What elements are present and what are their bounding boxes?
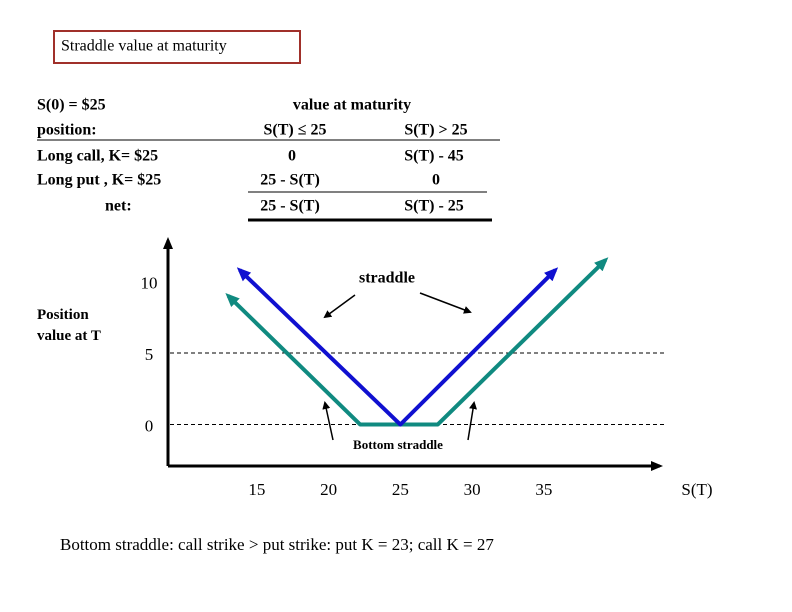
title-box	[53, 30, 301, 64]
x-tick-label: 25	[392, 480, 409, 499]
column-header: S(T) ≤ 25	[263, 122, 326, 139]
row-label: position:	[37, 122, 97, 139]
x-axis-label: S(T)	[681, 480, 712, 499]
x-tick-label: 35	[535, 480, 552, 499]
x-tick-label: 20	[320, 480, 337, 499]
x-tick-label: 30	[464, 480, 481, 499]
annotation-arrow	[419, 292, 472, 314]
footer-note: Bottom straddle: call strike > put strik…	[60, 535, 494, 554]
series-line	[236, 267, 559, 427]
y-tick-label: 0	[145, 416, 154, 435]
table-cell: 0	[432, 172, 440, 189]
table-cell: S(T) - 45	[404, 148, 464, 165]
table-header: value at maturity	[293, 97, 411, 114]
x-tick-label: 15	[248, 480, 265, 499]
row-label: S(0) = $25	[37, 97, 106, 114]
column-header: S(T) > 25	[404, 122, 467, 139]
table-cell: 25 - S(T)	[260, 172, 320, 189]
annotation-arrow	[323, 294, 356, 319]
row-label: Long put , K= $25	[37, 172, 161, 189]
table-cell: 0	[288, 148, 296, 165]
slide-title: Straddle value at maturity	[61, 38, 227, 55]
y-axis-label: Position value at T	[37, 307, 101, 344]
series-annotation: straddle	[359, 270, 415, 287]
y-tick-label: 5	[145, 345, 154, 364]
annotation-arrow	[467, 401, 477, 441]
series-line	[225, 257, 609, 427]
row-label: Long call, K= $25	[37, 148, 158, 165]
annotation-arrow	[322, 401, 334, 441]
series-annotation: Bottom straddle	[353, 437, 443, 452]
row-label: net:	[105, 198, 132, 215]
table-cell: 25 - S(T)	[260, 198, 320, 215]
y-tick-label: 10	[141, 273, 158, 292]
table-cell: S(T) - 25	[404, 198, 464, 215]
